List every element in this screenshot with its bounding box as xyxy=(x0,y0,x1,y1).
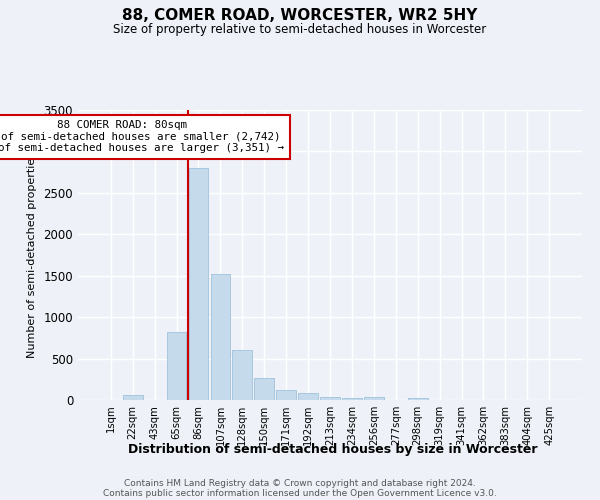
Bar xyxy=(276,390,296,400)
Text: Size of property relative to semi-detached houses in Worcester: Size of property relative to semi-detach… xyxy=(113,22,487,36)
Text: 88 COMER ROAD: 80sqm
← 44% of semi-detached houses are smaller (2,742)
  54% of : 88 COMER ROAD: 80sqm ← 44% of semi-detac… xyxy=(0,120,284,153)
Text: Distribution of semi-detached houses by size in Worcester: Distribution of semi-detached houses by … xyxy=(128,442,538,456)
Bar xyxy=(188,168,208,400)
Text: Contains public sector information licensed under the Open Government Licence v3: Contains public sector information licen… xyxy=(103,488,497,498)
Bar xyxy=(320,396,340,400)
Bar xyxy=(123,395,143,400)
Bar xyxy=(342,398,362,400)
Bar xyxy=(211,274,230,400)
Bar xyxy=(298,394,318,400)
Bar xyxy=(254,378,274,400)
Text: Contains HM Land Registry data © Crown copyright and database right 2024.: Contains HM Land Registry data © Crown c… xyxy=(124,478,476,488)
Bar xyxy=(232,350,252,400)
Y-axis label: Number of semi-detached properties: Number of semi-detached properties xyxy=(26,152,37,358)
Text: 88, COMER ROAD, WORCESTER, WR2 5HY: 88, COMER ROAD, WORCESTER, WR2 5HY xyxy=(122,8,478,22)
Bar xyxy=(167,332,187,400)
Bar xyxy=(364,396,384,400)
Bar xyxy=(408,398,428,400)
